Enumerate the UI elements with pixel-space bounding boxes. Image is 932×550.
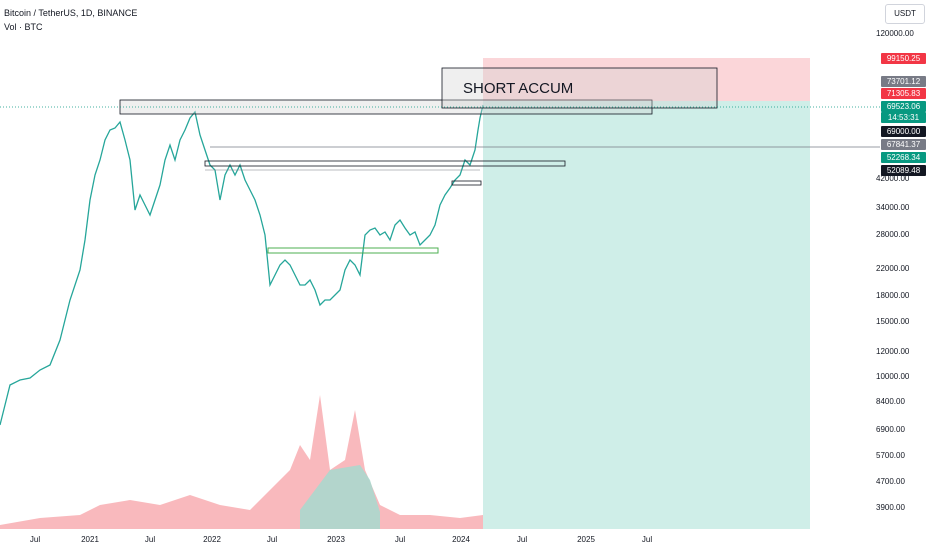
- price-tag-line: 67841.37: [881, 139, 926, 150]
- support-box-green[interactable]: [267, 247, 439, 254]
- price-tick: 42000.00: [876, 174, 910, 183]
- price-candles: [0, 104, 484, 426]
- price-tick: 18000.00: [876, 291, 910, 300]
- time-tick: Jul: [29, 535, 41, 544]
- price-tag-box: 52268.34: [881, 152, 926, 163]
- price-tick: 10000.00: [876, 372, 910, 381]
- time-tick: 2024: [452, 535, 470, 544]
- currency-button[interactable]: USDT: [885, 4, 925, 24]
- price-tick: 6900.00: [876, 425, 905, 434]
- time-tick: Jul: [144, 535, 156, 544]
- level-box-low[interactable]: [451, 180, 482, 186]
- time-tick: 2025: [577, 535, 595, 544]
- take-profit-zone[interactable]: [483, 101, 810, 529]
- price-tick: 15000.00: [876, 317, 910, 326]
- time-tick: 2021: [81, 535, 99, 544]
- price-tick: 4700.00: [876, 477, 905, 486]
- price-tag-level: 69000.00: [881, 126, 926, 137]
- price-tick: 34000.00: [876, 203, 910, 212]
- level-box-mid[interactable]: [204, 160, 566, 167]
- price-tick: 12000.00: [876, 347, 910, 356]
- price-tick: 3900.00: [876, 503, 905, 512]
- time-tick: Jul: [641, 535, 653, 544]
- volume-histogram: [0, 395, 483, 529]
- price-tag-current: 69523.06: [881, 101, 926, 112]
- countdown-tag: 14:53:31: [881, 112, 926, 123]
- time-tick: 2022: [203, 535, 221, 544]
- time-tick: Jul: [266, 535, 278, 544]
- volume-histogram-teal: [300, 465, 380, 529]
- price-tag-low: 52089.48: [881, 165, 926, 176]
- price-tag-high: 73701.12: [881, 76, 926, 87]
- symbol-title[interactable]: Bitcoin / TetherUS, 1D, BINANCE: [4, 8, 138, 18]
- time-tick: 2023: [327, 535, 345, 544]
- volume-legend[interactable]: Vol · BTC: [4, 22, 43, 32]
- short-accum-label[interactable]: SHORT ACCUM: [463, 80, 574, 97]
- price-tick: 8400.00: [876, 397, 905, 406]
- price-tick: 22000.00: [876, 264, 910, 273]
- price-tick: 120000.00: [876, 29, 914, 38]
- time-tick: Jul: [394, 535, 406, 544]
- price-tag-entry: 71305.83: [881, 88, 926, 99]
- time-tick: Jul: [516, 535, 528, 544]
- stop-loss-zone[interactable]: [483, 58, 810, 101]
- price-tick: 5700.00: [876, 451, 905, 460]
- price-tick: 28000.00: [876, 230, 910, 239]
- price-tag-target: 99150.25: [881, 53, 926, 64]
- short-accum-box[interactable]: [441, 67, 718, 109]
